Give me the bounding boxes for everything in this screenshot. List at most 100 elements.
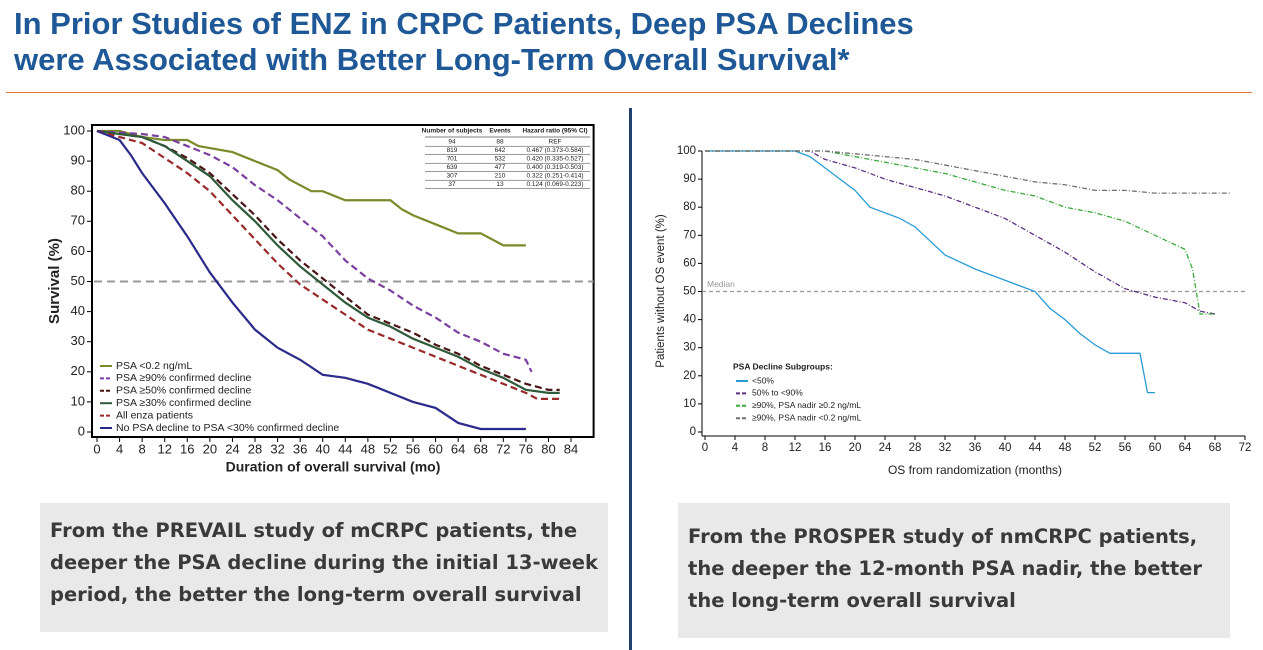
legend-label: ≥90%, PSA nadir ≥0.2 ng/mL — [752, 400, 861, 410]
y-tick-label: 10 — [683, 398, 696, 410]
legend-label: 50% to <90% — [752, 388, 803, 398]
x-tick-label: 0 — [702, 442, 708, 454]
y-axis-label: Patients without OS event (%) — [655, 214, 667, 368]
x-tick-label: 48 — [361, 441, 375, 456]
y-tick-label: 70 — [683, 229, 696, 241]
table-cell: 819 — [447, 147, 458, 154]
y-tick-label: 20 — [71, 363, 85, 378]
x-tick-label: 4 — [116, 441, 123, 456]
table-cell: 0.124 (0.069-0.223) — [526, 181, 583, 188]
y-axis-label: Survival (%) — [46, 238, 63, 324]
y-tick-label: 60 — [71, 243, 85, 258]
x-tick-label: 56 — [1119, 442, 1132, 454]
legend-label: PSA ≥90% confirmed decline — [116, 372, 251, 384]
y-tick-label: 0 — [690, 426, 696, 438]
table-cell: 0.467 (0.373-0.584) — [526, 147, 583, 154]
table-cell: 307 — [447, 173, 458, 180]
legend-label: <50% — [752, 375, 774, 385]
x-tick-label: 60 — [1149, 442, 1162, 454]
x-tick-label: 84 — [564, 441, 578, 456]
x-tick-label: 52 — [1089, 442, 1102, 454]
legend-label: PSA ≥50% confirmed decline — [116, 385, 251, 397]
median-label: Median — [707, 279, 735, 289]
x-tick-label: 40 — [999, 442, 1012, 454]
x-tick-label: 48 — [1059, 442, 1072, 454]
survival-curve — [705, 150, 1216, 315]
x-tick-label: 64 — [1179, 442, 1192, 454]
survival-curve — [96, 129, 560, 391]
survival-curve — [705, 150, 1155, 394]
x-tick-label: 40 — [315, 441, 329, 456]
x-tick-label: 24 — [879, 442, 892, 454]
x-tick-label: 80 — [541, 441, 555, 456]
x-tick-label: 72 — [1239, 442, 1252, 454]
survival-curve — [97, 129, 526, 247]
legend-title: PSA Decline Subgroups: — [733, 361, 833, 371]
title-line: were Associated with Better Long-Term Ov… — [14, 42, 850, 77]
survival-curve — [705, 150, 1230, 194]
survival-curve — [96, 129, 533, 373]
y-tick-label: 50 — [71, 273, 85, 288]
y-tick-label: 10 — [71, 393, 85, 408]
y-tick-label: 90 — [683, 173, 696, 185]
x-tick-label: 24 — [225, 441, 239, 456]
y-tick-label: 80 — [71, 183, 85, 198]
slide-title: In Prior Studies of ENZ in CRPC Patients… — [14, 6, 914, 78]
table-cell: REF — [549, 139, 562, 146]
x-tick-label: 56 — [406, 441, 420, 456]
y-tick-label: 0 — [78, 423, 85, 438]
x-tick-label: 68 — [1209, 442, 1222, 454]
table-header: Hazard ratio (95% CI) — [522, 128, 587, 135]
table-header: Events — [489, 128, 511, 135]
x-tick-label: 12 — [789, 442, 802, 454]
survival-curve — [705, 150, 1215, 315]
y-tick-label: 70 — [71, 213, 85, 228]
legend-label: No PSA decline to PSA <30% confirmed dec… — [116, 422, 339, 434]
x-axis-label: Duration of overall survival (mo) — [226, 459, 441, 475]
y-tick-label: 30 — [683, 342, 696, 354]
x-tick-label: 20 — [849, 442, 862, 454]
table-header: Number of subjects — [422, 128, 483, 135]
x-tick-label: 0 — [93, 441, 100, 456]
x-tick-label: 44 — [1029, 442, 1042, 454]
x-tick-label: 8 — [139, 441, 146, 456]
y-tick-label: 30 — [71, 333, 85, 348]
y-tick-label: 100 — [63, 122, 85, 137]
survival-curve — [96, 129, 560, 400]
x-tick-label: 16 — [819, 442, 832, 454]
divider — [629, 108, 632, 650]
y-tick-label: 40 — [683, 314, 696, 326]
y-tick-label: 40 — [71, 303, 85, 318]
x-tick-label: 60 — [428, 441, 442, 456]
table-cell: 37 — [448, 181, 456, 188]
x-tick-label: 32 — [270, 441, 284, 456]
x-tick-label: 64 — [451, 441, 465, 456]
survival-curve — [96, 129, 560, 394]
title-line: In Prior Studies of ENZ in CRPC Patients… — [14, 6, 914, 41]
x-tick-label: 36 — [293, 441, 307, 456]
table-cell: 477 — [495, 164, 506, 171]
y-tick-label: 90 — [71, 153, 85, 168]
legend-label: All enza patients — [116, 409, 193, 421]
x-tick-label: 32 — [939, 442, 952, 454]
y-tick-label: 20 — [683, 370, 696, 382]
y-tick-label: 60 — [683, 257, 696, 269]
table-cell: 88 — [496, 139, 504, 146]
x-tick-label: 12 — [157, 441, 171, 456]
table-cell: 13 — [496, 181, 504, 188]
legend-label: PSA ≥30% confirmed decline — [116, 397, 251, 409]
x-tick-label: 72 — [496, 441, 510, 456]
x-tick-label: 8 — [762, 442, 768, 454]
x-tick-label: 28 — [248, 441, 262, 456]
survival-curve — [96, 129, 526, 431]
table-cell: 0.420 (0.335-0.527) — [526, 156, 583, 163]
table-cell: 0.322 (0.251-0.414) — [526, 173, 583, 180]
table-cell: 642 — [495, 147, 506, 154]
x-tick-label: 28 — [909, 442, 922, 454]
table-cell: 0.400 (0.319-0.503) — [526, 164, 583, 171]
table-cell: 701 — [447, 156, 458, 163]
x-tick-label: 44 — [338, 441, 352, 456]
x-tick-label: 36 — [969, 442, 982, 454]
